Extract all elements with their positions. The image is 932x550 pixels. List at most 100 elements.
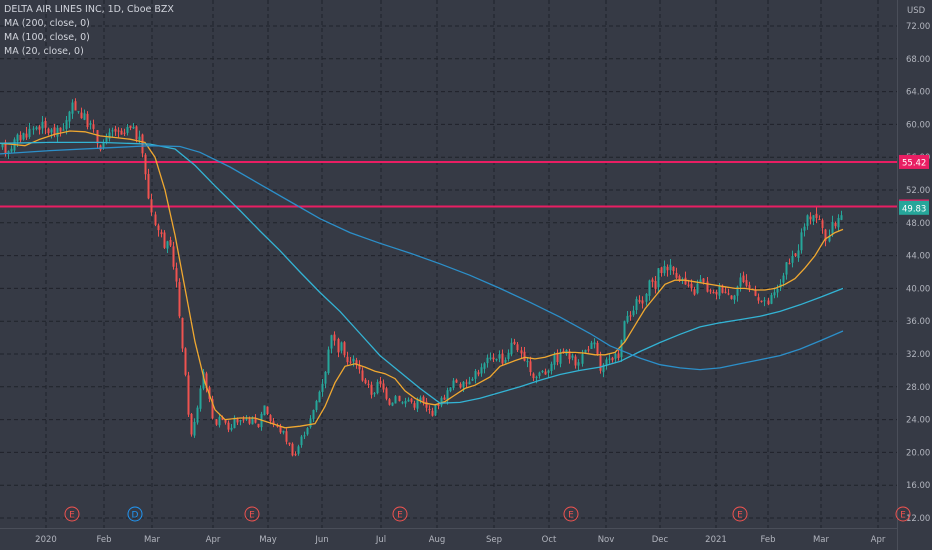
candle-body	[382, 383, 385, 390]
candle-body	[757, 297, 760, 301]
candle-body	[215, 419, 218, 425]
candle-body	[809, 216, 812, 220]
legend-ma200[interactable]: MA (200, close, 0)	[4, 18, 90, 29]
candle-body	[337, 339, 340, 353]
candle-body	[724, 291, 727, 293]
candle-body	[788, 263, 791, 265]
candle-body	[108, 132, 111, 139]
candle-body	[437, 404, 440, 407]
candle-body	[745, 280, 748, 286]
candle-body	[535, 376, 538, 379]
candle-body	[32, 128, 35, 130]
candle-body	[721, 285, 724, 293]
candle-body	[22, 133, 25, 140]
candle-body	[263, 405, 266, 416]
candle-body	[541, 370, 544, 373]
candle-body	[617, 353, 620, 358]
candle-body	[785, 262, 788, 275]
candle-body	[297, 446, 300, 454]
candle-body	[50, 129, 53, 133]
y-tick-label: 32.00	[906, 350, 930, 360]
candle-body	[279, 426, 282, 433]
candle-body	[486, 357, 489, 364]
candle-body	[840, 215, 843, 220]
candle-body	[471, 378, 474, 381]
candle-body	[150, 199, 153, 213]
candle-body	[523, 351, 526, 361]
candle-body	[44, 120, 47, 128]
event-label: E	[69, 511, 75, 521]
candle-body	[483, 363, 486, 369]
candle-body	[196, 407, 199, 423]
candle-body	[559, 352, 562, 364]
candle-body	[550, 363, 553, 371]
candle-body	[620, 340, 623, 358]
candle-body	[62, 129, 65, 131]
candle-body	[89, 123, 92, 125]
candle-body	[440, 397, 443, 406]
candle-body	[233, 417, 236, 429]
candle-body	[25, 133, 28, 138]
candle-body	[584, 349, 587, 353]
y-tick-label: 16.00	[906, 481, 930, 491]
candle-body	[394, 396, 397, 404]
candle-body	[709, 290, 712, 292]
candle-body	[181, 317, 184, 349]
candle-body	[172, 246, 175, 267]
candle-body	[501, 353, 504, 364]
candle-body	[507, 352, 510, 359]
candle-body	[53, 127, 56, 135]
candle-body	[818, 218, 821, 220]
candle-body	[455, 379, 458, 383]
candle-body	[596, 342, 599, 355]
candle-body	[211, 399, 214, 419]
candle-body	[693, 289, 696, 295]
candle-body	[92, 124, 95, 129]
event-marker-earnings	[895, 506, 911, 522]
candle-body	[388, 399, 391, 405]
candle-body	[837, 217, 840, 228]
candle-body	[251, 418, 254, 425]
candle-body	[218, 417, 221, 426]
legend-ma20[interactable]: MA (20, close, 0)	[4, 46, 84, 57]
y-tick-label: 48.00	[906, 219, 930, 229]
candle-body	[532, 373, 535, 379]
candle-body	[812, 215, 815, 222]
candle-body	[425, 401, 428, 408]
candle-body	[715, 291, 718, 295]
candle-body	[599, 356, 602, 371]
candle-body	[178, 282, 181, 317]
candle-body	[462, 381, 465, 388]
candle-body	[352, 358, 355, 362]
candle-body	[105, 136, 108, 142]
candle-body	[199, 388, 202, 409]
candle-body	[1, 144, 4, 148]
candle-body	[672, 266, 675, 271]
y-tick-label: 40.00	[906, 284, 930, 294]
x-tick-label: Feb	[760, 535, 775, 545]
candle-body	[663, 266, 666, 274]
candle-body	[35, 127, 38, 130]
candle-body	[65, 120, 68, 129]
candle-body	[221, 417, 224, 420]
candle-body	[132, 126, 135, 129]
candle-body	[166, 241, 169, 249]
candle-body	[349, 361, 352, 363]
candle-body	[645, 293, 648, 302]
candle-body	[126, 127, 129, 133]
candle-body	[129, 125, 132, 128]
candle-body	[410, 398, 413, 402]
candle-body	[330, 335, 333, 349]
candle-body	[727, 293, 730, 295]
candle-body	[626, 315, 629, 323]
candle-body	[358, 364, 361, 370]
candle-body	[773, 292, 776, 296]
legend-ma100[interactable]: MA (100, close, 0)	[4, 32, 90, 43]
candle-body	[86, 113, 89, 127]
candle-body	[19, 134, 22, 141]
candle-body	[516, 344, 519, 351]
price-tag-0-bg	[899, 154, 929, 169]
candle-body	[266, 406, 269, 414]
